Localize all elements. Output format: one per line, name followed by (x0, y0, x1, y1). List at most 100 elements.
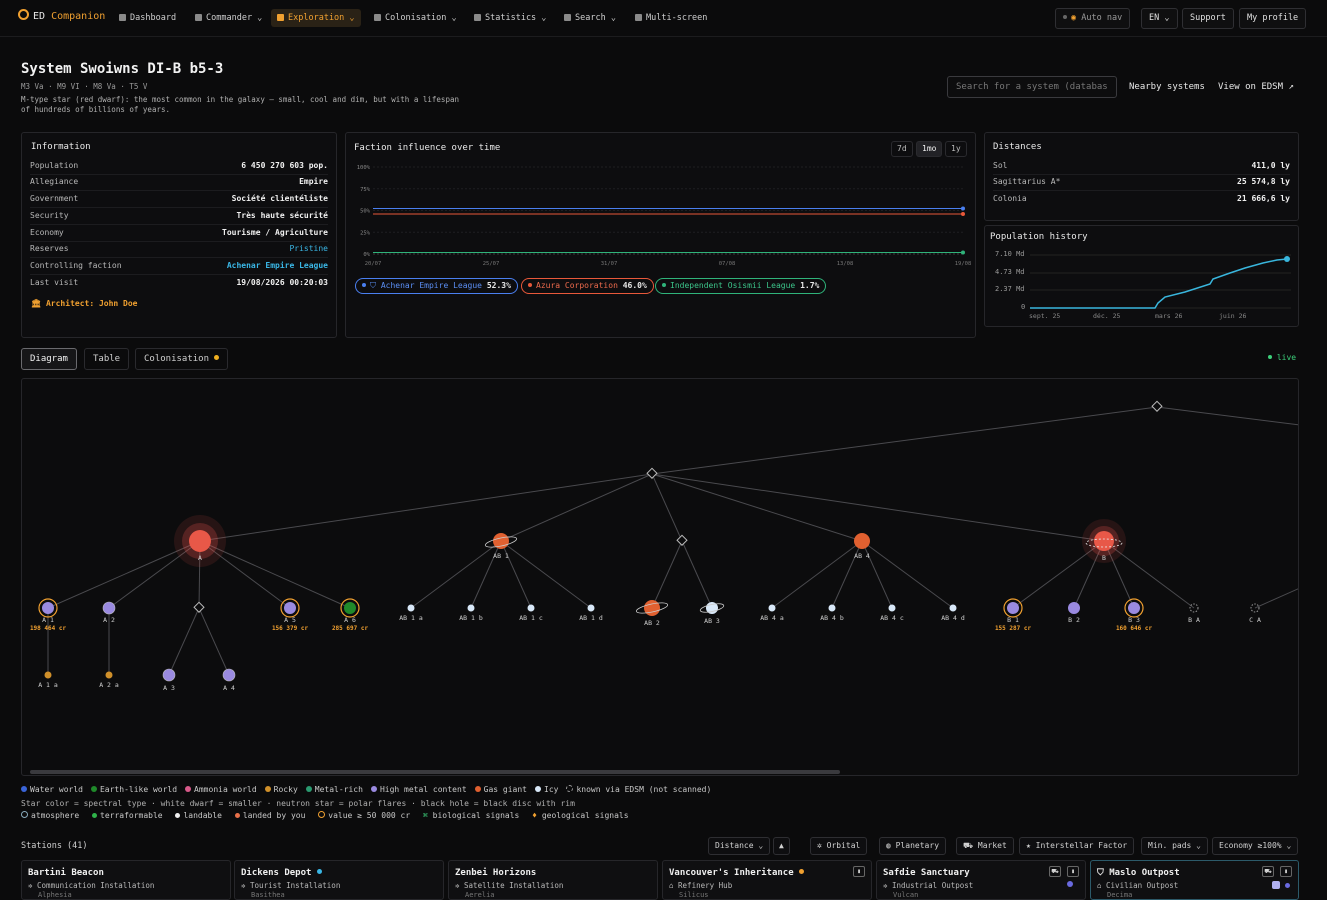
tab-table[interactable]: Table (84, 348, 130, 370)
architect-line: 🏛 Architect: John Doe (31, 299, 138, 308)
faction-link[interactable]: Achenar Empire League (226, 261, 328, 270)
body-label[interactable]: A 3 (163, 684, 175, 692)
range-1y-button[interactable]: 1y (945, 141, 967, 157)
body-label[interactable]: AB 4 c (880, 614, 904, 622)
logo-ring-icon (18, 9, 29, 20)
body-label[interactable]: AB 3 (704, 617, 720, 625)
sort-direction-button[interactable]: ▲ (773, 837, 790, 855)
nav-statistics[interactable]: Statistics ⌄ (468, 9, 552, 27)
brand-prefix: ED (33, 11, 46, 22)
range-1mo-button[interactable]: 1mo (916, 141, 943, 157)
economy-select[interactable]: Economy ≥100% ⌄ (1212, 837, 1299, 855)
body-label[interactable]: B 3 (1128, 616, 1140, 624)
filter-interstellar-factor[interactable]: ★ Interstellar Factor (1019, 837, 1135, 855)
station-type: ✲ Communication Installation (28, 881, 154, 890)
body-label[interactable]: C A (1249, 616, 1261, 624)
station-card[interactable]: Vancouver's Inheritance ⌂ Refinery Hub Si… (662, 860, 872, 900)
filter-planetary[interactable]: ◍ Planetary (879, 837, 947, 855)
tab-colonisation[interactable]: Colonisation (135, 348, 229, 370)
language-select[interactable]: EN ⌄ (1141, 8, 1178, 29)
body-label[interactable]: AB 4 a (760, 614, 784, 622)
body-label[interactable]: AB 1 b (459, 614, 483, 622)
faction-pill-achenar[interactable]: ⛉ Achenar Empire League 52.3% (355, 278, 518, 294)
body-label[interactable]: AB 4 (854, 552, 870, 560)
star-types: M3 Va · M9 VI · M8 Va · T5 V (21, 82, 148, 91)
tab-diagram[interactable]: Diagram (21, 348, 77, 370)
support-button[interactable]: Support (1182, 8, 1234, 29)
nav-label: Dashboard (130, 13, 177, 23)
station-card[interactable]: ⛉ Maslo Outpost ⌂ Civilian Outpost Decima ⛟… (1090, 860, 1299, 900)
body-label[interactable]: A 6 (344, 616, 356, 624)
body-label[interactable]: AB 1 c (519, 614, 543, 622)
app-logo[interactable]: ED Companion (18, 9, 105, 22)
system-diagram[interactable]: A AB 1 AB 4 B A 1 A 2 A 5 A 6 AB 1 a AB 1 b AB 1 c… (21, 378, 1299, 776)
legend-item: known via EDSM (not scanned) (566, 785, 711, 794)
station-card[interactable]: Dickens Depot ✲ Tourist Installation Basi… (234, 860, 444, 900)
legend-swatch (535, 786, 541, 792)
distance-value: 25 574,8 ly (1237, 177, 1290, 186)
nav-dashboard[interactable]: Dashboard (113, 9, 182, 27)
nav-colonisation[interactable]: Colonisation ⌄ (368, 9, 463, 27)
x-tick-label: 19/08 (955, 261, 972, 267)
flag-icon (374, 14, 381, 21)
pop-x-tick: déc. 25 (1093, 312, 1121, 320)
nav-search[interactable]: Search ⌄ (558, 9, 622, 27)
filter-market[interactable]: ⛟ Market (956, 837, 1014, 855)
system-diagram-canvas[interactable]: A AB 1 AB 4 B A 1 A 2 A 5 A 6 AB 1 a AB 1 b AB 1 c… (22, 379, 1299, 776)
legend-label: atmosphere (31, 811, 80, 820)
nav-commander[interactable]: Commander ⌄ (189, 9, 268, 27)
value-ring-icon (318, 811, 326, 818)
body-label[interactable]: A 5 (284, 616, 296, 624)
body-value: 285 697 cr (332, 625, 369, 632)
station-type: ⌂ Refinery Hub (669, 881, 732, 890)
station-body: Vulcan (893, 891, 919, 899)
distance-row-colonia: Colonia 21 666,6 ly (993, 191, 1290, 207)
body-value: 160 646 cr (1116, 625, 1153, 632)
body-label[interactable]: AB 4 d (941, 614, 965, 622)
bar-chart-icon (474, 14, 481, 21)
nearby-systems-link[interactable]: Nearby systems (1129, 82, 1205, 92)
system-search-input[interactable] (947, 76, 1117, 98)
y-tick-label: 50% (360, 209, 371, 215)
edsm-link[interactable]: View on EDSM ↗ (1218, 82, 1294, 92)
station-card[interactable]: Bartini Beacon ✲ Communication Installati… (21, 860, 231, 900)
body-label[interactable]: AB 1 d (579, 614, 603, 622)
body-label[interactable]: A 1 (42, 616, 54, 624)
filter-orbital[interactable]: ✲ Orbital (810, 837, 868, 855)
body-label[interactable]: A 1 a (38, 681, 58, 689)
legend-geological: ♦ geological signals (532, 811, 628, 820)
body-label[interactable]: AB 1 a (399, 614, 423, 622)
profile-button[interactable]: My profile (1239, 8, 1307, 29)
faction-name: Achenar Empire League (380, 281, 482, 290)
body-label[interactable]: A 2 a (99, 681, 119, 689)
station-name: Vancouver's Inheritance (669, 868, 805, 878)
body-label[interactable]: AB 2 (644, 619, 660, 627)
body-label[interactable]: B (1102, 554, 1106, 562)
auto-nav-button[interactable]: ◉ Auto nav (1055, 8, 1131, 29)
station-body: Decima (1107, 891, 1133, 899)
body-label[interactable]: A 4 (223, 684, 235, 692)
nav-multiscreen[interactable]: Multi-screen (629, 9, 713, 27)
y-tick-label: 75% (360, 187, 371, 193)
station-card[interactable]: Zenbei Horizons ✲ Satellite Installation A… (448, 860, 658, 900)
body-label[interactable]: B 1 (1007, 616, 1019, 624)
nav-exploration[interactable]: Exploration ⌄ (271, 9, 361, 27)
faction-chart-title: Faction influence over time (354, 143, 501, 153)
distances-panel: Distances Sol 411,0 ly Sagittarius A* 25 5… (984, 132, 1299, 221)
body-label[interactable]: A 2 (103, 616, 115, 624)
min-pads-select[interactable]: Min. pads ⌄ (1141, 837, 1208, 855)
body-label[interactable]: A (198, 554, 202, 562)
info-row-population: Population 6 450 270 603 pop. (30, 158, 328, 175)
satellite-icon: ✲ (455, 881, 460, 890)
station-card[interactable]: Safdie Sanctuary ✲ Industrial Outpost Vulc… (876, 860, 1086, 900)
body-label[interactable]: AB 1 (493, 552, 509, 560)
body-label[interactable]: B 2 (1068, 616, 1080, 624)
body-label[interactable]: B A (1188, 616, 1200, 624)
faction-pill-azura[interactable]: Azura Corporation 46.0% (521, 278, 654, 294)
sort-select[interactable]: Distance ⌄ (708, 837, 771, 855)
faction-pill-osismii[interactable]: Independent Osismii League 1.7% (655, 278, 827, 294)
range-7d-button[interactable]: 7d (891, 141, 913, 157)
body-label[interactable]: AB 4 b (820, 614, 844, 622)
landed-icon (234, 813, 240, 818)
legend-label: Ammonia world (194, 785, 257, 794)
